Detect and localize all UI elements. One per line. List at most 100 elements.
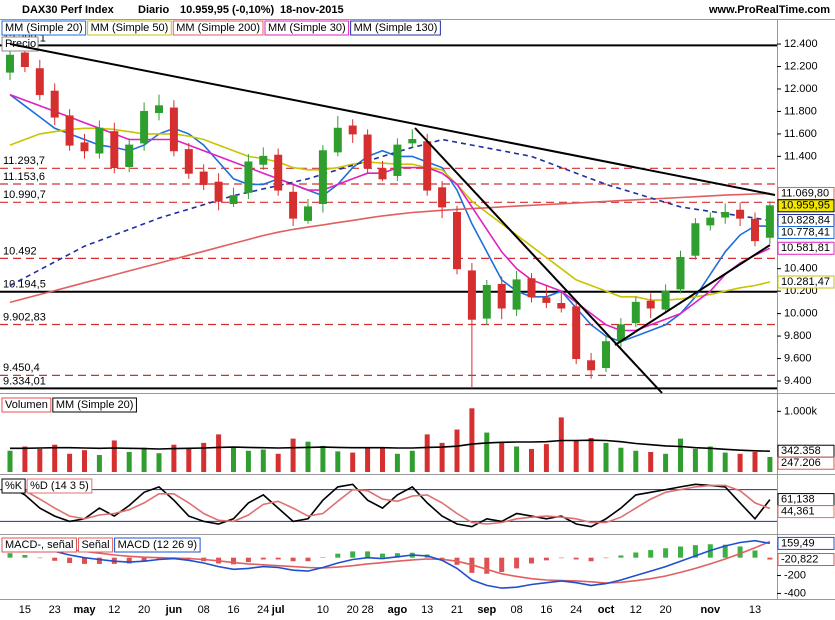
legend-box — [26, 478, 93, 494]
symbol: DAX30 Perf Index — [22, 4, 115, 16]
candle-body — [765, 205, 774, 238]
y-tick-label: 9.400 — [784, 375, 812, 387]
legend-label: MM (Simple 20) — [5, 22, 83, 34]
y-tick-label: -400 — [784, 587, 806, 599]
bar — [409, 450, 415, 472]
value-tag: 10.778,41 — [781, 226, 830, 238]
x-tick-label: 24 — [570, 604, 582, 616]
bar — [82, 557, 87, 564]
candle-body — [616, 324, 625, 342]
bar — [692, 545, 698, 558]
bar — [499, 441, 505, 472]
x-tick-label: 20 — [138, 604, 150, 616]
bar — [618, 447, 624, 472]
bar — [633, 552, 639, 558]
bar — [722, 544, 728, 558]
candle-body — [6, 54, 14, 73]
candle-body — [631, 301, 640, 324]
series-line — [9, 484, 771, 525]
bar — [96, 455, 102, 472]
legend-item: MACD (12 26 9) — [114, 537, 201, 553]
legend-item: MM (Simple 30) — [264, 20, 350, 36]
legend-label: MM (Simple 30) — [268, 22, 346, 34]
legend-item: %K — [1, 478, 26, 494]
value-tag: 159,49 — [781, 537, 815, 549]
bar — [648, 550, 654, 558]
bar — [141, 447, 147, 472]
bar — [484, 557, 490, 574]
bar — [484, 432, 490, 472]
x-tick-label: 20 — [347, 604, 359, 616]
bar — [529, 448, 534, 472]
legend-box — [350, 20, 441, 36]
x-tick-label: may — [73, 604, 96, 616]
legend-label: MM (Simple 200) — [176, 22, 260, 34]
candle-body — [587, 360, 596, 371]
bar — [365, 551, 371, 558]
candle-body — [333, 127, 342, 153]
bar — [67, 453, 73, 472]
candle-body — [35, 68, 44, 96]
bar — [648, 451, 654, 472]
candle-body — [348, 125, 357, 135]
candle-body — [393, 144, 402, 176]
bar — [558, 557, 564, 559]
bar — [82, 450, 87, 472]
bar — [290, 557, 296, 562]
bar — [394, 453, 400, 472]
candle-body — [512, 279, 521, 310]
level-label: 11.293,7 — [3, 155, 45, 167]
legend-label: MM (Simple 130) — [354, 22, 438, 34]
legend-box — [1, 20, 87, 36]
bar — [275, 557, 281, 560]
legend-item: Señal — [77, 537, 114, 553]
value-tag: 44,361 — [781, 506, 815, 518]
x-tick-label: 16 — [540, 604, 552, 616]
legend-box — [77, 537, 114, 553]
panel-frame — [0, 19, 835, 600]
candle-body — [572, 306, 581, 360]
legend-item: MM (Simple 50) — [87, 20, 172, 36]
bar — [156, 557, 162, 560]
date: 18-nov-2015 — [280, 4, 344, 16]
bar — [603, 557, 609, 559]
legend-label: %K — [5, 480, 23, 492]
candle-body — [542, 297, 551, 303]
x-tick-label: 20 — [659, 604, 671, 616]
bar — [111, 440, 117, 472]
bar — [141, 557, 147, 562]
trend-line — [9, 43, 776, 196]
bar — [320, 557, 326, 558]
candle-body — [229, 195, 238, 205]
legend-label: MACD-, señal — [5, 539, 73, 551]
candle-body — [20, 52, 29, 68]
value-tag: 10.828,84 — [781, 214, 830, 226]
x-tick-label: nov — [701, 604, 721, 616]
bar — [320, 445, 326, 472]
bar — [216, 434, 222, 472]
level-label: 9.902,83 — [3, 311, 46, 323]
bar — [558, 417, 564, 472]
bar — [245, 557, 251, 563]
bar — [573, 557, 579, 560]
candle-body — [169, 107, 178, 152]
trend-line — [614, 244, 771, 346]
candle-body — [751, 218, 759, 242]
y-tick-label: 1.000k — [784, 405, 818, 417]
candle-body — [110, 131, 119, 169]
y-tick-label: 11.400 — [784, 150, 817, 162]
x-tick-label: oct — [598, 604, 615, 616]
value-tag-box — [777, 505, 835, 519]
bar — [722, 452, 728, 472]
bar — [499, 557, 505, 572]
level-label: 10.194,5 — [3, 279, 46, 291]
series-line — [9, 540, 771, 584]
candle-body — [199, 171, 208, 185]
bar — [290, 438, 296, 472]
trend-lines — [9, 43, 776, 394]
candle-body — [274, 154, 283, 191]
bar — [67, 557, 73, 564]
bar — [573, 440, 579, 472]
bar — [767, 457, 773, 472]
